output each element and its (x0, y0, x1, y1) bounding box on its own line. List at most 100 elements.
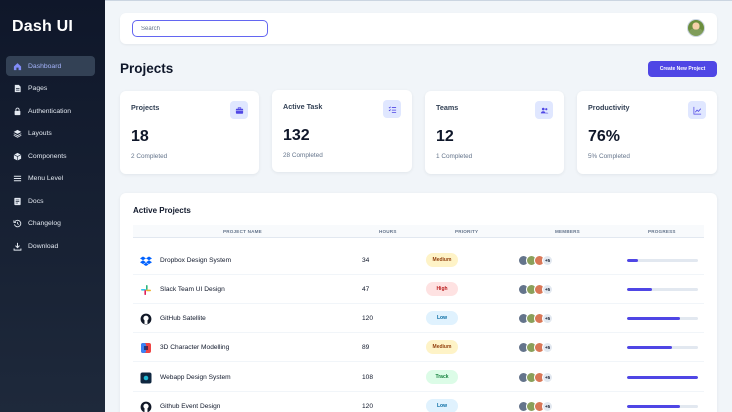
stat-label: Teams (436, 103, 459, 112)
column-progress[interactable]: PROGRESS (648, 229, 676, 234)
stat-card-active-task: Active Task 132 28 Completed (272, 90, 412, 172)
progress-fill (627, 258, 638, 262)
progress-bar (627, 345, 698, 349)
webapp-logo-icon (139, 371, 152, 384)
progress-bar (627, 287, 698, 291)
table-row[interactable]: Webapp Design System 108 Track +5 (133, 363, 704, 392)
docs-icon (13, 197, 22, 206)
column-project-name[interactable]: PROJECT NAME (223, 229, 262, 234)
project-name[interactable]: Github Event Design (160, 403, 221, 410)
priority-badge: Track (426, 370, 458, 384)
slack-logo-icon (139, 283, 152, 296)
progress-bar (627, 316, 698, 320)
sidebar: Dash UI Dashboard Pages Authentication L… (0, 0, 105, 412)
project-hours: 34 (362, 257, 370, 264)
priority-badge: Low (426, 311, 458, 325)
project-name[interactable]: 3D Character Modelling (160, 344, 230, 351)
sidebar-item-label: Dashboard (28, 62, 62, 70)
table-row[interactable]: Slack Team UI Design 47 High +5 (133, 275, 704, 304)
project-name[interactable]: GitHub Satellite (160, 315, 206, 322)
table-header: PROJECT NAME HOURS PRIORITY MEMBERS PROG… (133, 225, 704, 238)
github-logo-icon (139, 400, 152, 412)
people-icon (535, 101, 553, 119)
progress-fill (627, 316, 681, 320)
stat-card-productivity: Productivity 76% 5% Completed (577, 91, 717, 174)
active-projects-panel: Active Projects PROJECT NAME HOURS PRIOR… (120, 193, 717, 412)
sidebar-item-pages[interactable]: Pages (6, 79, 95, 99)
table-row[interactable]: Dropbox Design System 34 Medium +5 (133, 246, 704, 275)
table-row[interactable]: 3D Character Modelling 89 Medium +5 (133, 333, 704, 362)
sidebar-item-layouts[interactable]: Layouts (6, 124, 95, 144)
search-input[interactable] (132, 20, 268, 37)
sidebar-nav: Dashboard Pages Authentication Layouts C… (6, 56, 95, 259)
stat-value: 12 (436, 128, 454, 145)
member-avatars[interactable]: +5 (518, 283, 553, 295)
brand-logo[interactable]: Dash UI (12, 18, 73, 35)
stat-value: 132 (283, 127, 310, 144)
sidebar-item-download[interactable]: Download (6, 236, 95, 256)
project-hours: 120 (362, 403, 374, 410)
stat-sub: 1 Completed (436, 153, 473, 160)
stat-card-projects: Projects 18 2 Completed (120, 91, 259, 174)
member-avatars[interactable]: +5 (518, 341, 553, 353)
sidebar-item-label: Download (28, 242, 59, 250)
stat-label: Productivity (588, 103, 630, 112)
column-hours[interactable]: HOURS (379, 229, 397, 234)
sidebar-item-dashboard[interactable]: Dashboard (6, 56, 95, 76)
user-avatar[interactable] (687, 19, 705, 37)
sidebar-item-menu-level[interactable]: Menu Level (6, 169, 95, 189)
stat-card-teams: Teams 12 1 Completed (425, 91, 564, 174)
history-icon (13, 219, 22, 228)
member-avatars[interactable]: +5 (518, 371, 553, 383)
progress-fill (627, 375, 698, 379)
project-hours: 108 (362, 374, 374, 381)
priority-badge: Medium (426, 253, 458, 267)
project-hours: 120 (362, 315, 374, 322)
sidebar-item-label: Changelog (28, 220, 61, 227)
menu-icon (13, 174, 22, 183)
sidebar-item-label: Docs (28, 197, 44, 205)
project-name[interactable]: Dropbox Design System (160, 257, 232, 264)
members-more-count[interactable]: +5 (542, 400, 553, 412)
list-check-icon (383, 100, 401, 118)
progress-fill (627, 287, 652, 291)
column-members[interactable]: MEMBERS (555, 229, 580, 234)
box-icon (13, 152, 22, 161)
members-more-count[interactable]: +5 (542, 371, 553, 383)
table-row[interactable]: GitHub Satellite 120 Low +5 (133, 304, 704, 333)
sidebar-item-label: Pages (28, 85, 48, 92)
project-name[interactable]: Webapp Design System (160, 374, 231, 381)
member-avatars[interactable]: +5 (518, 400, 553, 412)
sidebar-item-docs[interactable]: Docs (6, 191, 95, 211)
stat-label: Projects (131, 103, 160, 112)
member-avatars[interactable]: +5 (518, 312, 553, 324)
progress-bar (627, 375, 698, 379)
dropbox-logo-icon (139, 254, 152, 267)
priority-badge: High (426, 282, 458, 296)
project-name[interactable]: Slack Team UI Design (160, 286, 225, 293)
members-more-count[interactable]: +5 (542, 341, 553, 353)
sidebar-item-label: Components (28, 152, 67, 160)
briefcase-icon (230, 101, 248, 119)
sidebar-item-label: Authentication (28, 107, 72, 115)
project-hours: 47 (362, 286, 370, 293)
progress-fill (627, 345, 672, 349)
member-avatars[interactable]: +5 (518, 254, 553, 266)
sidebar-item-changelog[interactable]: Changelog (6, 214, 95, 234)
progress-bar (627, 404, 698, 408)
priority-badge: Low (426, 399, 458, 412)
members-more-count[interactable]: +5 (542, 283, 553, 295)
sidebar-item-authentication[interactable]: Authentication (6, 101, 95, 121)
table-row[interactable]: Github Event Design 120 Low +5 (133, 392, 704, 412)
create-new-project-button[interactable]: Create New Project (648, 61, 717, 77)
members-more-count[interactable]: +5 (542, 312, 553, 324)
page-title: Projects (120, 61, 174, 76)
home-icon (13, 62, 22, 71)
top-divider (0, 0, 732, 1)
layers-icon (13, 129, 22, 138)
sidebar-item-components[interactable]: Components (6, 146, 95, 166)
members-more-count[interactable]: +5 (542, 254, 553, 266)
stat-sub: 5% Completed (588, 153, 630, 160)
column-priority[interactable]: PRIORITY (455, 229, 479, 234)
stat-sub: 28 Completed (283, 152, 323, 159)
